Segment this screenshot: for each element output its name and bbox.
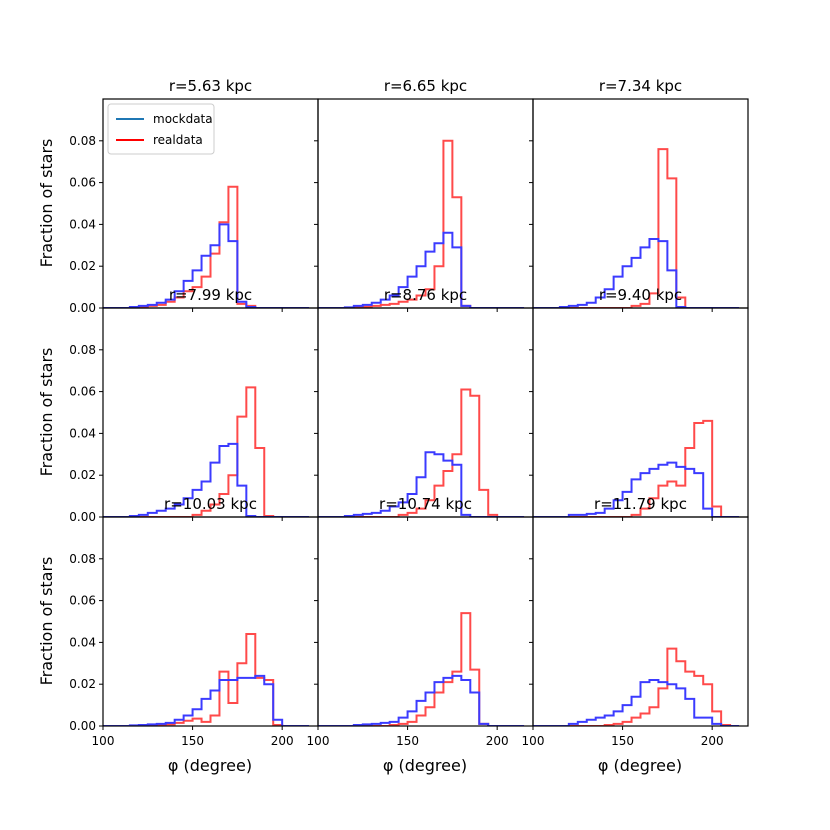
panel-8: r=10.74 kpc 100 150 200 (307, 495, 534, 748)
panel-frame (317, 98, 534, 309)
mockdata-step-line (103, 674, 310, 726)
ytick-label: 0.08 (69, 134, 96, 148)
ytick-label: 0.00 (69, 301, 96, 315)
panel-4: r=7.99 kpc 0.00 0.02 0.04 0.06 0.08 (69, 286, 319, 524)
ytick-label: 0.00 (69, 510, 96, 524)
panel-frame (532, 307, 749, 518)
xtick-label: 100 (522, 734, 545, 748)
realdata-step-line (318, 388, 525, 517)
panel-title: r=6.65 kpc (384, 77, 467, 95)
ytick-label: 0.00 (69, 719, 96, 733)
xtick-label: 150 (611, 734, 634, 748)
panel-frame (532, 516, 749, 727)
legend-mockdata-label: mockdata (153, 112, 213, 126)
mockdata-step-line (318, 674, 525, 726)
xlabel-col-1: φ (degree) (168, 756, 252, 775)
ytick-label: 0.06 (69, 594, 96, 608)
realdata-step-line (533, 148, 740, 308)
xlabel-col-2: φ (degree) (383, 756, 467, 775)
ytick-label: 0.08 (69, 552, 96, 566)
panel-title: r=11.79 kpc (594, 495, 687, 513)
ytick-label: 0.02 (69, 259, 96, 273)
ytick-label: 0.06 (69, 385, 96, 399)
ytick-label: 0.04 (69, 426, 96, 440)
legend-frame (107, 103, 215, 155)
xtick-label: 150 (396, 734, 419, 748)
xtick-label: 150 (181, 734, 204, 748)
mockdata-step-line (533, 461, 740, 517)
panel-title: r=10.74 kpc (379, 495, 472, 513)
panel-1: r=5.63 kpc 0.00 0.02 0.04 0.06 0.08 (69, 77, 319, 315)
ylabel-row-2: Fraction of stars (37, 348, 56, 477)
ytick-label: 0.04 (69, 217, 96, 231)
panel-title: r=7.34 kpc (599, 77, 682, 95)
xtick-label: 200 (701, 734, 724, 748)
xlabel-col-3: φ (degree) (598, 756, 682, 775)
panel-title: r=7.99 kpc (169, 286, 252, 304)
xtick-label: 200 (486, 734, 509, 748)
ytick-label: 0.06 (69, 176, 96, 190)
panel-frame (102, 307, 319, 518)
panel-6: r=9.40 kpc (529, 286, 749, 521)
xtick-label: 100 (307, 734, 330, 748)
ytick-label: 0.02 (69, 677, 96, 691)
panel-5: r=8.76 kpc (314, 286, 534, 521)
panel-frame (317, 307, 534, 518)
xtick-label: 200 (271, 734, 294, 748)
panel-title: r=8.76 kpc (384, 286, 467, 304)
panels-group: r=5.63 kpc 0.00 0.02 0.04 0.06 0.08 r=6.65 kpc… (69, 77, 749, 748)
panel-title: r=10.03 kpc (164, 495, 257, 513)
realdata-step-line (318, 139, 525, 308)
realdata-step-line (533, 419, 740, 517)
realdata-step-line (103, 386, 310, 517)
panel-frame (532, 98, 749, 309)
ytick-label: 0.04 (69, 635, 96, 649)
panel-7: r=10.03 kpc 0.00 0.02 0.04 0.06 0.08 100 150 200 (69, 495, 319, 748)
ytick-label: 0.08 (69, 343, 96, 357)
realdata-step-line (318, 612, 525, 726)
legend-realdata-label: realdata (153, 133, 203, 147)
ylabel-row-3: Fraction of stars (37, 557, 56, 686)
panel-9: r=11.79 kpc 100 150 200 (522, 495, 749, 748)
legend: mockdata realdata (107, 103, 215, 155)
realdata-step-line (533, 647, 740, 726)
panel-title: r=9.40 kpc (599, 286, 682, 304)
mockdata-step-line (318, 451, 525, 517)
ytick-label: 0.02 (69, 468, 96, 482)
panel-2: r=6.65 kpc (314, 77, 534, 312)
panel-title: r=5.63 kpc (169, 77, 252, 95)
xtick-label: 100 (92, 734, 115, 748)
panel-3: r=7.34 kpc (529, 77, 749, 312)
realdata-step-line (103, 633, 310, 726)
mockdata-step-line (318, 231, 525, 308)
ylabel-row-1: Fraction of stars (37, 139, 56, 268)
mockdata-step-line (533, 679, 740, 726)
